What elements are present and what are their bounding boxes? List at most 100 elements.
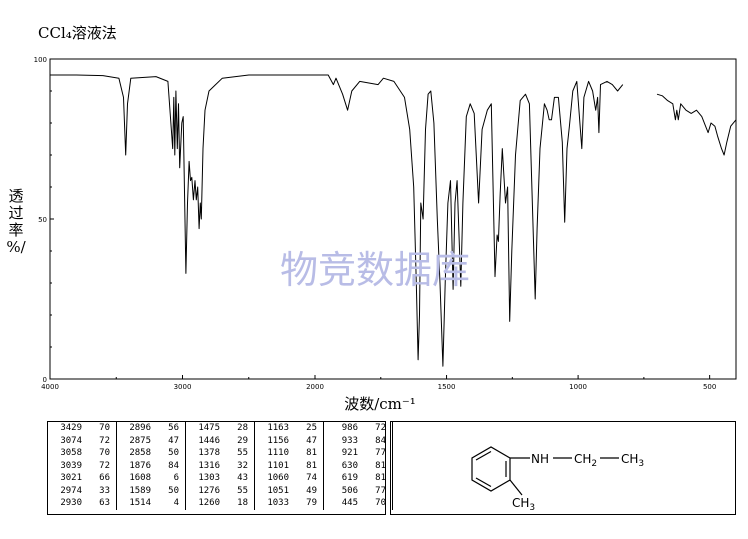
peak-wavenumber: 2875 — [129, 435, 151, 446]
peak-entry: 619 81 — [324, 472, 392, 485]
peak-transmittance: 56 — [168, 423, 179, 433]
peak-table-column: 2896 56 2875 47 2858 50 1876 84 1608 6 1589 50 1514 4 — [116, 421, 186, 510]
x-tick-label: 1000 — [569, 383, 587, 391]
peak-wavenumber: 1033 — [267, 498, 289, 508]
ch3-label: CH3 — [621, 452, 644, 469]
ir-spectrum-chart: 4000 3000 2000 1500 1000 500 0 50 100 物竞数据库 波数/c… — [34, 56, 737, 413]
peak-entry: 1051 49 — [255, 485, 323, 498]
peak-wavenumber: 1446 — [198, 435, 220, 446]
peak-transmittance: 43 — [237, 473, 248, 483]
peak-entry: 1033 79 — [255, 497, 323, 510]
peak-transmittance: 49 — [306, 485, 317, 496]
peak-transmittance: 70 — [375, 498, 386, 508]
ch2-label: CH2 — [574, 452, 597, 469]
peak-entry: 2930 63 — [48, 497, 116, 510]
peak-wavenumber: 3058 — [60, 448, 82, 458]
peak-entry: 1446 29 — [186, 435, 254, 448]
peak-transmittance: 32 — [237, 460, 248, 471]
peak-transmittance: 25 — [306, 423, 317, 433]
peak-entry: 445 70 — [324, 497, 392, 510]
peak-transmittance: 72 — [375, 423, 386, 433]
peak-entry: 1608 6 — [117, 472, 185, 485]
peak-entry: 1101 81 — [255, 460, 323, 473]
peak-entry: 1163 25 — [255, 422, 323, 435]
peak-wavenumber: 1260 — [198, 498, 220, 508]
peak-transmittance: 47 — [168, 435, 179, 446]
peak-entry: 1276 55 — [186, 485, 254, 498]
nh-label: NH — [531, 452, 549, 466]
peak-wavenumber: 1378 — [198, 448, 220, 458]
peak-entry: 2896 56 — [117, 422, 185, 435]
peak-entry: 3058 70 — [48, 447, 116, 460]
peak-transmittance: 72 — [99, 460, 110, 471]
peak-wavenumber: 1876 — [129, 460, 151, 471]
watermark: 物竞数据库 — [280, 248, 470, 292]
y-tick-label: 0 — [43, 376, 47, 384]
peak-wavenumber: 1514 — [129, 498, 151, 508]
peak-entry: 933 84 — [324, 435, 392, 448]
peak-wavenumber: 1163 — [267, 423, 289, 433]
x-tick-label: 500 — [703, 383, 716, 391]
peak-wavenumber: 3429 — [60, 423, 82, 433]
peak-entry: 2858 50 — [117, 447, 185, 460]
y-axis-label-char: 透 — [8, 187, 24, 205]
benzene-ring — [471, 446, 511, 492]
peak-entry: 1475 28 — [186, 422, 254, 435]
peak-transmittance: 72 — [99, 435, 110, 446]
spectrum-line — [656, 93, 737, 156]
peak-transmittance: 84 — [168, 460, 179, 471]
page-title: CCl₄溶液法 — [38, 24, 117, 42]
peak-transmittance: 66 — [99, 473, 110, 483]
peak-entry: 630 81 — [324, 460, 392, 473]
peak-transmittance: 33 — [99, 485, 110, 496]
peak-transmittance: 50 — [168, 485, 179, 496]
peak-wavenumber: 1608 — [129, 473, 151, 483]
x-tick-label: 2000 — [306, 383, 324, 391]
peak-entry: 1303 43 — [186, 472, 254, 485]
y-axis-label-char: 过 — [8, 204, 24, 222]
peak-entry: 1378 55 — [186, 447, 254, 460]
peak-table-column: 1475 28 1446 29 1378 55 1316 32 1303 43 1276 55 1260… — [185, 421, 255, 510]
peak-transmittance: 28 — [237, 423, 248, 433]
peak-transmittance: 29 — [237, 435, 248, 446]
peak-transmittance: 81 — [306, 460, 317, 471]
peak-wavenumber: 2930 — [60, 498, 82, 508]
y-tick-label: 50 — [38, 216, 47, 224]
peak-wavenumber: 445 — [341, 498, 358, 508]
peak-transmittance: 70 — [99, 448, 110, 458]
peak-table-column: 986 72 933 84 921 77 630 81 619 81 506 77 445 70 — [323, 421, 393, 510]
peak-entry: 1110 81 — [255, 447, 323, 460]
peak-wavenumber: 1101 — [267, 460, 289, 471]
peak-entry: 1589 50 — [117, 485, 185, 498]
peak-transmittance: 50 — [168, 448, 179, 458]
peak-wavenumber: 921 — [341, 448, 358, 458]
peak-table-column: 3429 70 3074 72 3058 70 3039 72 3021 66 2974 33 2930… — [47, 421, 117, 510]
peak-transmittance: 81 — [375, 460, 386, 471]
peak-transmittance: 18 — [237, 498, 248, 508]
peak-entry: 506 77 — [324, 485, 392, 498]
peak-entry: 3021 66 — [48, 472, 116, 485]
x-tick-label: 3000 — [174, 383, 192, 391]
peak-wavenumber: 506 — [341, 485, 358, 496]
peak-transmittance: 81 — [306, 448, 317, 458]
structure-panel — [390, 421, 736, 515]
peak-wavenumber: 1060 — [267, 473, 289, 483]
peak-wavenumber: 1110 — [267, 448, 289, 458]
peak-wavenumber: 630 — [341, 460, 358, 471]
ring-ch3-label: CH3 — [512, 496, 535, 513]
peak-wavenumber: 933 — [341, 435, 358, 446]
y-tick-label: 100 — [34, 56, 47, 64]
peak-wavenumber: 2974 — [60, 485, 82, 496]
peak-entry: 1156 47 — [255, 435, 323, 448]
peak-entry: 921 77 — [324, 447, 392, 460]
peak-table-body: 3429 70 3074 72 3058 70 3039 72 3021 66 2974 33 2930… — [47, 421, 393, 510]
y-axis-label-char: 率 — [8, 221, 24, 239]
peak-entry: 1514 4 — [117, 497, 185, 510]
peak-wavenumber: 1589 — [129, 485, 151, 496]
peak-wavenumber: 3039 — [60, 460, 82, 471]
peak-transmittance: 79 — [306, 498, 317, 508]
peak-transmittance: 6 — [173, 473, 179, 483]
peak-table: 3429 70 3074 72 3058 70 3039 72 3021 66 2974 33 2930… — [47, 421, 393, 510]
peak-wavenumber: 619 — [341, 473, 358, 483]
